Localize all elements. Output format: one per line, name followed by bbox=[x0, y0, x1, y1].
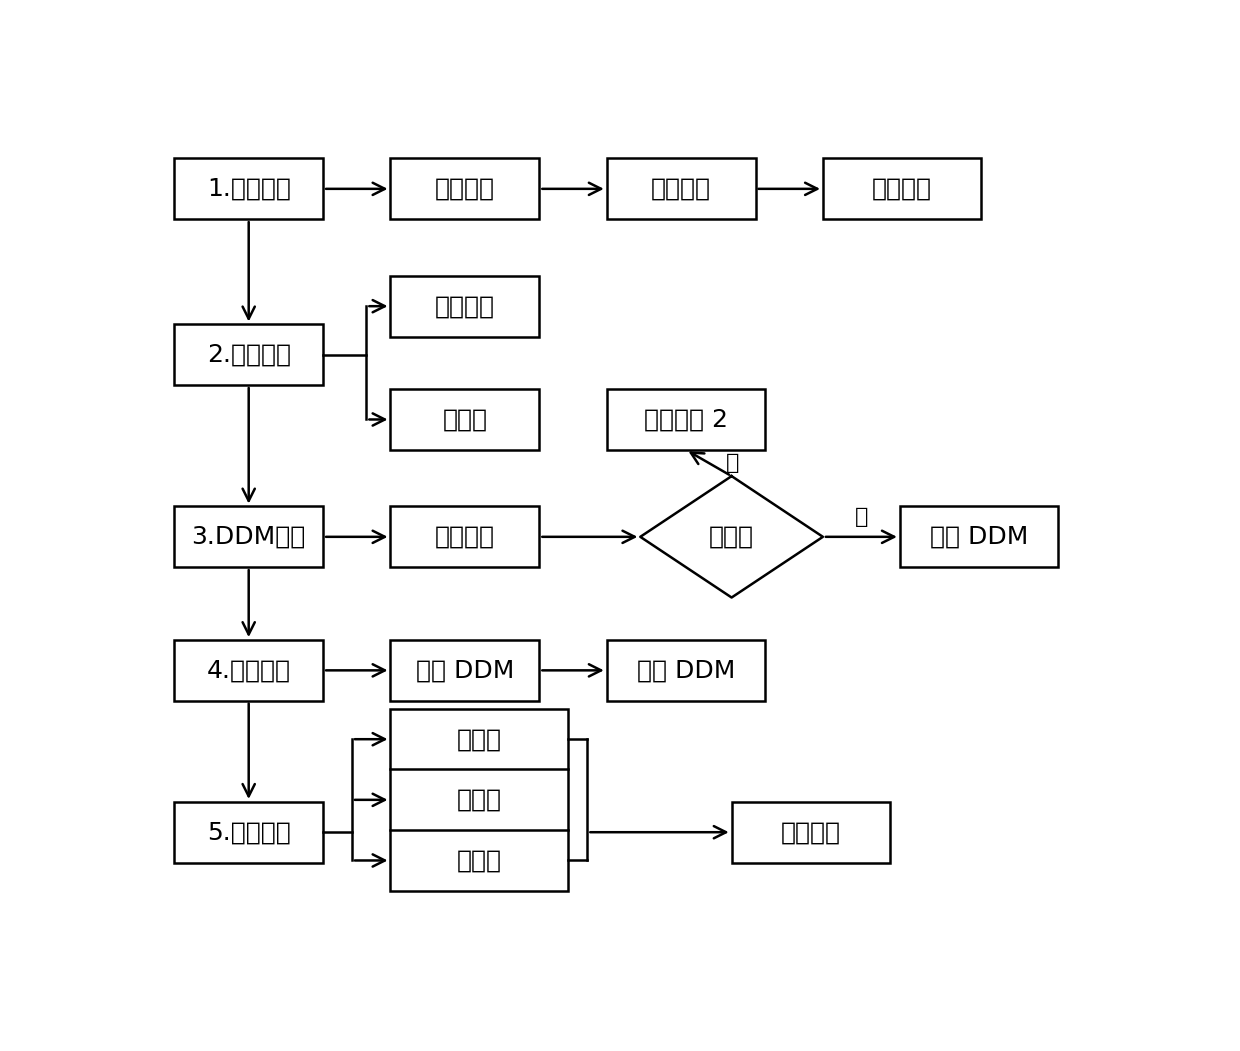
Text: 3.DDM构建: 3.DDM构建 bbox=[191, 524, 306, 549]
Bar bbox=[174, 640, 324, 701]
Text: 十字线法: 十字线法 bbox=[435, 294, 495, 318]
Text: 差值 DDM: 差值 DDM bbox=[637, 658, 735, 682]
Bar bbox=[174, 325, 324, 385]
Text: 4.二次探测: 4.二次探测 bbox=[207, 658, 290, 682]
Bar bbox=[391, 159, 539, 220]
Bar bbox=[391, 389, 539, 450]
Text: 数据处理: 数据处理 bbox=[435, 524, 495, 549]
Text: 构建 DDM: 构建 DDM bbox=[415, 658, 515, 682]
Text: 高: 高 bbox=[854, 507, 868, 527]
Bar bbox=[174, 802, 324, 863]
Bar bbox=[606, 389, 765, 450]
Text: 剖面法: 剖面法 bbox=[456, 848, 502, 872]
Bar bbox=[606, 640, 765, 701]
Text: 潮位测量: 潮位测量 bbox=[651, 177, 712, 201]
Text: 分辨率: 分辨率 bbox=[709, 524, 754, 549]
Bar bbox=[823, 159, 982, 220]
Bar bbox=[391, 507, 539, 568]
Bar bbox=[391, 640, 539, 701]
Text: 设备标定: 设备标定 bbox=[435, 177, 495, 201]
Text: 2.实施探测: 2.实施探测 bbox=[207, 343, 290, 367]
Text: 运动速率: 运动速率 bbox=[781, 820, 841, 844]
Bar bbox=[174, 507, 324, 568]
Text: 5.速率计算: 5.速率计算 bbox=[207, 820, 290, 844]
Text: 低: 低 bbox=[727, 453, 739, 473]
Text: 构建 DDM: 构建 DDM bbox=[930, 524, 1028, 549]
Bar bbox=[900, 507, 1058, 568]
Text: 子窗法: 子窗法 bbox=[456, 727, 502, 751]
Bar bbox=[391, 275, 539, 336]
Text: 返回步骤 2: 返回步骤 2 bbox=[644, 408, 728, 432]
Text: 差值法: 差值法 bbox=[456, 788, 502, 811]
Bar bbox=[732, 802, 890, 863]
Bar bbox=[391, 708, 568, 891]
Bar bbox=[174, 159, 324, 220]
Text: 声速测量: 声速测量 bbox=[872, 177, 932, 201]
Text: 1.测前准备: 1.测前准备 bbox=[207, 177, 290, 201]
Text: 矩形法: 矩形法 bbox=[443, 408, 487, 432]
Bar bbox=[606, 159, 755, 220]
